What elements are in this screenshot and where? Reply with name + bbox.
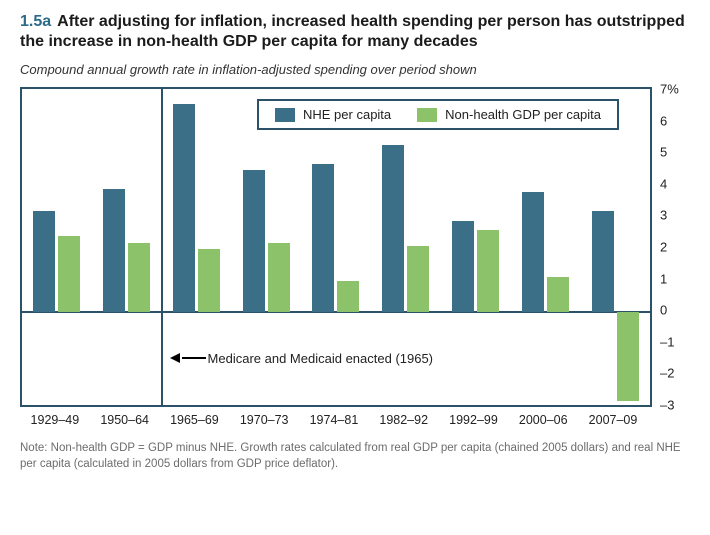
x-tick: 1929–49 <box>20 413 90 427</box>
x-tick: 1950–64 <box>90 413 160 427</box>
x-tick: 1992–99 <box>439 413 509 427</box>
annotation-text: Medicare and Medicaid enacted (1965) <box>208 351 433 366</box>
bar-nhe <box>382 145 404 312</box>
bar-nonhealth <box>337 281 359 313</box>
bar-nonhealth <box>477 230 499 312</box>
bar-nonhealth <box>617 312 639 400</box>
chart-area: NHE per capita Non-health GDP per capita… <box>20 87 690 427</box>
chart-title: 1.5aAfter adjusting for inflation, incre… <box>20 12 690 52</box>
chart-subtitle: Compound annual growth rate in inflation… <box>20 62 690 77</box>
period-group <box>22 89 92 405</box>
period-group <box>510 89 580 405</box>
bar-nonhealth <box>128 243 150 313</box>
y-tick: 4 <box>660 176 667 191</box>
bar-nonhealth <box>407 246 429 312</box>
period-group <box>92 89 162 405</box>
x-tick: 1974–81 <box>299 413 369 427</box>
chart-note: Note: Non-health GDP = GDP minus NHE. Gr… <box>20 441 690 472</box>
bar-nhe <box>312 164 334 313</box>
y-tick: –1 <box>660 334 674 349</box>
bar-nhe <box>33 211 55 312</box>
figure-number: 1.5a <box>20 13 51 30</box>
bar-nhe <box>243 170 265 312</box>
y-tick: 5 <box>660 145 667 160</box>
x-tick: 1965–69 <box>160 413 230 427</box>
x-axis: 1929–491950–641965–691970–731974–811982–… <box>20 413 652 427</box>
y-tick: 1 <box>660 271 667 286</box>
y-tick: 2 <box>660 240 667 255</box>
period-group <box>580 89 650 405</box>
bar-nonhealth <box>268 243 290 313</box>
annotation-medicare: Medicare and Medicaid enacted (1965) <box>170 351 433 366</box>
x-tick: 1970–73 <box>229 413 299 427</box>
bar-nhe <box>103 189 125 312</box>
y-axis: –3–2–101234567% <box>656 87 690 407</box>
y-tick: 6 <box>660 113 667 128</box>
bar-nhe <box>522 192 544 312</box>
bar-nhe <box>452 221 474 313</box>
y-tick: 7% <box>660 82 679 97</box>
y-tick: –3 <box>660 398 674 413</box>
y-tick: 3 <box>660 208 667 223</box>
bar-nonhealth <box>547 277 569 312</box>
arrow-left-icon <box>170 353 180 363</box>
medicare-vertical-line <box>161 89 163 405</box>
bar-nhe <box>592 211 614 312</box>
figure-title-text: After adjusting for inflation, increased… <box>20 13 685 50</box>
bar-nonhealth <box>198 249 220 312</box>
bar-nhe <box>173 104 195 313</box>
arrow-stem-icon <box>182 357 206 359</box>
bar-nonhealth <box>58 236 80 312</box>
x-tick: 2000–06 <box>508 413 578 427</box>
x-tick: 2007–09 <box>578 413 648 427</box>
y-tick: 0 <box>660 303 667 318</box>
x-tick: 1982–92 <box>369 413 439 427</box>
period-group <box>441 89 511 405</box>
y-tick: –2 <box>660 366 674 381</box>
plot-region: NHE per capita Non-health GDP per capita… <box>20 87 652 407</box>
